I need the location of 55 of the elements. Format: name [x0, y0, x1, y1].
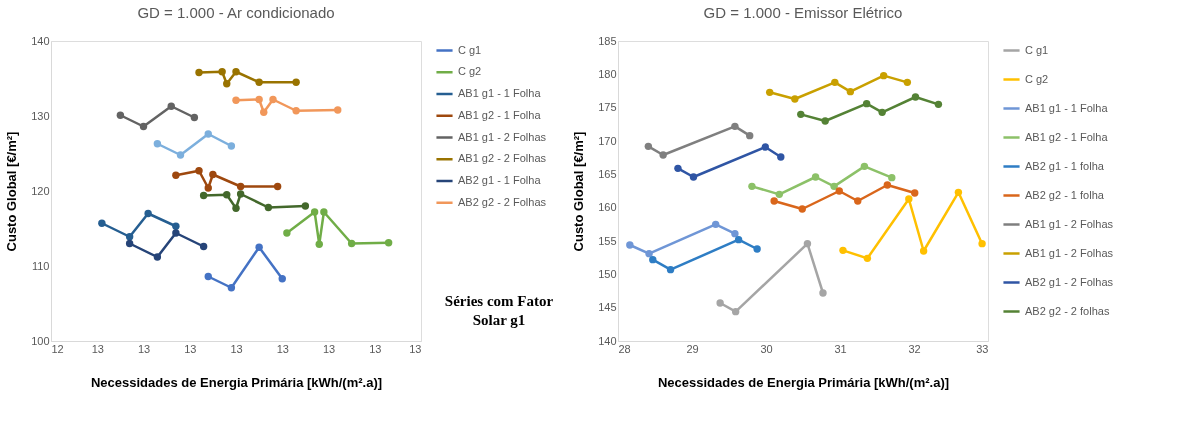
y-axis-title: Custo Global [€/m²] [4, 131, 20, 252]
x-tick-label: 13 [276, 342, 289, 355]
legend-label: AB2 g1 - 1 folha [1025, 159, 1105, 172]
legend-label: AB1 g2 - 1 Folha [458, 108, 542, 121]
y-tick-label: 130 [31, 109, 50, 122]
x-tick-label: 28 [618, 342, 631, 355]
y-tick-label: 165 [598, 167, 617, 180]
x-tick-label: 33 [976, 342, 989, 355]
y-tick-label: 175 [598, 101, 617, 114]
legend-label: AB2 g1 - 1 Folha [458, 174, 542, 186]
y-tick-label: 170 [598, 134, 617, 147]
y-tick-label: 185 [598, 34, 617, 47]
x-tick-label: 30 [760, 342, 773, 355]
legend-label: AB2 g2 - 2 Folhas [458, 195, 547, 208]
legend-label: AB1 g1 - 2 Folhas [1025, 246, 1114, 259]
chart-title: GD = 1.000 - Emissor Elétrico [703, 4, 903, 21]
x-tick-label: 13 [230, 342, 243, 355]
x-tick-label: 13 [322, 342, 336, 355]
legend-label: C g2 [458, 65, 482, 78]
legend-label: AB2 g1 - 2 Folhas [1025, 275, 1114, 288]
x-tick-label: 31 [834, 342, 847, 355]
y-tick-label: 145 [598, 301, 617, 314]
x-tick-label: 12 [51, 342, 64, 355]
legend-label: AB1 g2 - 2 Folhas [458, 152, 547, 165]
y-tick-label: 150 [598, 267, 617, 280]
x-tick-label: 32 [908, 342, 921, 355]
x-tick-label: 13 [369, 342, 382, 355]
legend-label: C g2 [1025, 72, 1049, 85]
x-tick-label: 13 [91, 342, 104, 355]
legend-label: AB1 g1 - 1 Folha [1025, 101, 1109, 114]
y-tick-label: 155 [598, 234, 617, 247]
x-tick-label: 13 [184, 342, 197, 355]
legend-label: AB1 g1 - 2 Folhas [1025, 217, 1114, 230]
legend-label: AB1 g1 - 2 Folhas [458, 130, 547, 143]
x-tick-label: 29 [686, 342, 699, 355]
x-axis-title: Necessidades de Energia Primária [kWh/(m².a)] [657, 374, 950, 390]
y-tick-label: 140 [31, 34, 50, 47]
y-tick-label: 100 [31, 334, 50, 347]
y-tick-label: 180 [598, 67, 617, 80]
legend-label: AB1 g2 - 1 Folha [1025, 130, 1109, 143]
y-axis-title: Custo Global [€/m²] [571, 131, 587, 252]
y-tick-label: 110 [31, 259, 50, 272]
legend-label: AB2 g2 - 1 folha [1025, 188, 1105, 201]
legend-label: C g1 [458, 43, 482, 56]
y-tick-label: 120 [31, 184, 50, 197]
y-tick-label: 140 [598, 334, 617, 347]
legend-label: AB2 g2 - 2 folhas [1025, 304, 1110, 317]
y-tick-label: 160 [598, 201, 617, 214]
x-axis-title: Necessidades de Energia Primária [kWh/(m².a)] [90, 374, 383, 390]
legend-label: AB1 g1 - 1 Folha [458, 87, 542, 99]
chart-title: GD = 1.000 - Ar condicionado [137, 4, 335, 21]
legend-label: C g1 [1025, 43, 1049, 56]
text: Séries com Fator Solar g1 [444, 293, 554, 328]
x-tick-label: 13 [409, 342, 422, 355]
x-tick-label: 13 [137, 342, 151, 355]
